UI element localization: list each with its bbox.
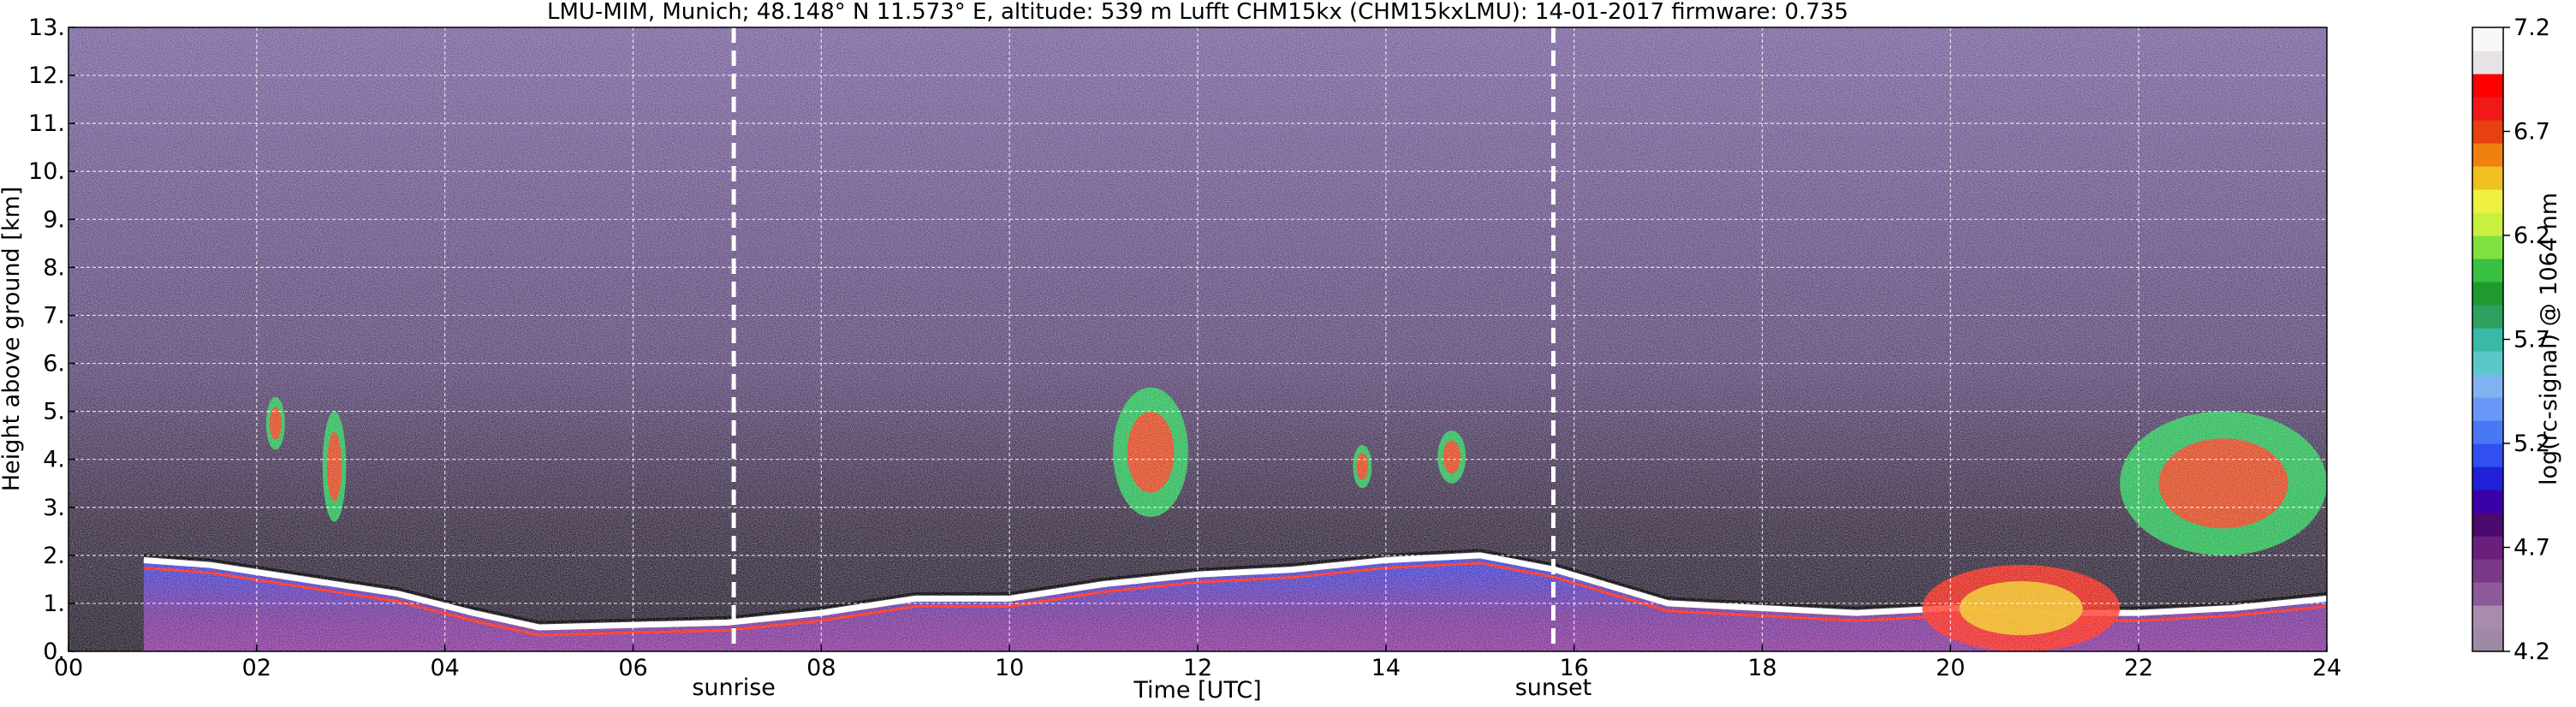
- y-tick-label: 7.: [43, 302, 65, 329]
- x-tick-label: 06: [618, 655, 647, 681]
- colorbar-swatch: [2472, 166, 2503, 190]
- colorbar-swatch: [2472, 212, 2503, 236]
- colorbar-swatch: [2472, 628, 2503, 652]
- x-tick-label: 04: [430, 655, 459, 681]
- y-tick-label: 8.: [43, 254, 65, 281]
- y-axis-label: Height above ground [km]: [0, 187, 25, 491]
- colorbar-swatch: [2472, 74, 2503, 98]
- colorbar-swatch: [2472, 513, 2503, 537]
- y-tick-label: 4.: [43, 447, 65, 473]
- x-tick-label: 22: [2124, 655, 2153, 681]
- colorbar-swatch: [2472, 582, 2503, 606]
- x-tick-label: 10: [995, 655, 1024, 681]
- y-tick-label: 11.: [28, 110, 65, 137]
- colorbar-tick-label: 7.2: [2514, 15, 2550, 41]
- colorbar-swatches: [2472, 27, 2503, 652]
- x-axis-label: Time [UTC]: [1133, 677, 1261, 704]
- colorbar-tick-label: 6.7: [2514, 119, 2550, 146]
- colorbar-swatch: [2472, 605, 2503, 629]
- x-tick-label: 16: [1559, 655, 1588, 681]
- x-tick-label: 02: [242, 655, 271, 681]
- sun-marker-label: sunrise: [692, 674, 776, 701]
- x-tick-label: 18: [1747, 655, 1776, 681]
- colorbar-swatch: [2472, 328, 2503, 352]
- y-tick-label: 6.: [43, 351, 65, 377]
- y-axis: 0. 1. 2. 3. 4. 5. 6. 7. 8. 9. 10. 11. 12. 13.: [28, 15, 75, 665]
- colorbar-label: log(rc-signal) @ 1064 nm: [2536, 193, 2562, 485]
- colorbar-swatch: [2472, 443, 2503, 467]
- y-tick-label: 13.: [28, 15, 65, 41]
- x-tick-label: 08: [806, 655, 836, 681]
- sun-marker-label: sunset: [1515, 674, 1592, 701]
- y-tick-label: 12.: [28, 62, 65, 89]
- colorbar-tick-label: 5.2: [2514, 431, 2550, 457]
- y-tick-label: 9.: [43, 206, 65, 233]
- colorbar-tick-label: 4.7: [2514, 535, 2550, 561]
- colorbar-tick-label: 6.2: [2514, 223, 2550, 249]
- x-tick-label: 24: [2312, 655, 2341, 681]
- colorbar-swatch: [2472, 258, 2503, 282]
- plot-area: sunrise sunset: [68, 27, 2328, 701]
- x-tick-label: 12: [1183, 655, 1212, 681]
- colorbar-ticks: 4.2 4.7 5.2 5.7 6.2 6.7 7.2: [2503, 15, 2550, 665]
- chart-title: LMU-MIM, Munich; 48.148° N 11.573° E, al…: [547, 0, 1848, 25]
- y-tick-label: 3.: [43, 495, 65, 521]
- colorbar-swatch: [2472, 50, 2503, 74]
- colorbar-swatch: [2472, 351, 2503, 375]
- colorbar-swatch: [2472, 536, 2503, 560]
- x-tick-label: 20: [1936, 655, 1965, 681]
- colorbar-swatch: [2472, 27, 2503, 51]
- colorbar-swatch: [2472, 305, 2503, 329]
- colorbar-swatch: [2472, 120, 2503, 144]
- colorbar-swatch: [2472, 189, 2503, 213]
- grid: [68, 27, 2328, 652]
- x-axis: 00 02 04 06 08 10 12 14 16 18 20 22 24: [54, 645, 2341, 681]
- colorbar-tick-label: 4.2: [2514, 639, 2550, 665]
- colorbar-swatch: [2472, 420, 2503, 444]
- y-tick-label: 10.: [28, 158, 65, 185]
- colorbar-swatch: [2472, 235, 2503, 259]
- colorbar: 4.2 4.7 5.2 5.7 6.2 6.7 7.2 log(rc-signal) @ 1…: [2472, 15, 2562, 665]
- colorbar-swatch: [2472, 97, 2503, 121]
- colorbar-swatch: [2472, 374, 2503, 398]
- x-tick-label: 00: [54, 655, 83, 681]
- y-tick-label: 5.: [43, 399, 65, 425]
- colorbar-swatch: [2472, 282, 2503, 306]
- colorbar-swatch: [2472, 559, 2503, 583]
- x-tick-label: 14: [1371, 655, 1401, 681]
- colorbar-swatch: [2472, 490, 2503, 514]
- colorbar-tick-label: 5.7: [2514, 327, 2550, 354]
- sun-markers: sunrise sunset: [692, 27, 1591, 701]
- y-tick-label: 0.: [43, 639, 65, 665]
- colorbar-swatch: [2472, 397, 2503, 421]
- y-tick-label: 2.: [43, 543, 65, 569]
- colorbar-swatch: [2472, 466, 2503, 490]
- y-tick-label: 1.: [43, 591, 65, 617]
- colorbar-swatch: [2472, 143, 2503, 167]
